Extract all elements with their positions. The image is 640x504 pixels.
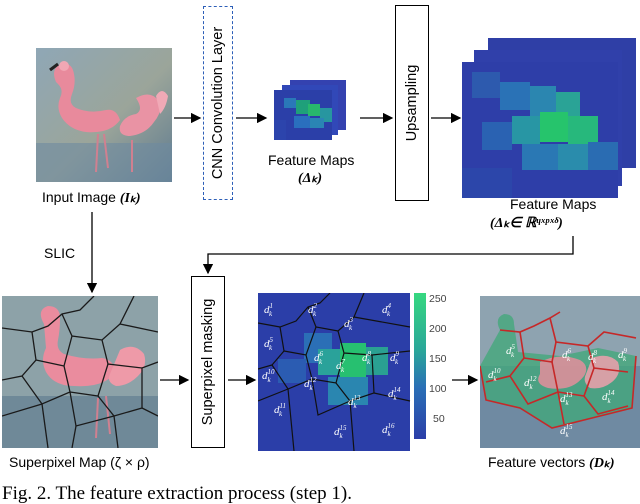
arrow-featuremaps-to-masking <box>202 236 574 275</box>
feature-maps-small <box>274 80 346 140</box>
input-image <box>36 48 172 182</box>
input-image-label: Input Image (Iₖ) <box>42 189 141 206</box>
superpixel-region-boundaries <box>258 293 411 452</box>
region-label-1: d1 k <box>264 302 273 318</box>
feature-maps-small-math: (Δₖ) <box>298 171 323 186</box>
colorbar-ticks: 250 200 150 100 50 <box>429 293 455 439</box>
feature-maps-large-math: (Δₖ∈ ℝᶣˣᵖˣᵟ) <box>490 216 563 231</box>
region-label-9: d9 k <box>390 350 400 366</box>
region-label-11: d11 k <box>274 402 286 418</box>
colorbar-tick-100: 100 <box>429 383 447 395</box>
region-label-3: d3 k <box>344 316 354 332</box>
superpixel-masking-box: Superpixel masking <box>191 276 225 448</box>
feature-vectors-label: Feature vectors (Dₖ) <box>488 454 615 471</box>
region-label-4: d4 k <box>382 302 392 318</box>
fv-label-8: d8 k <box>588 349 598 365</box>
feature-maps-small-label: Feature Maps <box>268 152 355 168</box>
region-label-5: d5 k <box>264 336 274 352</box>
colorbar <box>414 293 426 439</box>
superpixel-region-labels: d1 k d2 k d3 k d4 k d5 k d6 k d7 k d8 k d9 k d10 k… <box>262 302 401 440</box>
upsampling-box: Upsampling <box>395 5 429 201</box>
feature-map-grid-large <box>462 62 618 198</box>
feature-maps-large <box>462 38 636 198</box>
fv-label-6: d6 k <box>562 347 572 363</box>
colorbar-tick-50: 50 <box>433 413 445 425</box>
feature-maps-large-label: Feature Maps <box>510 196 597 212</box>
superpixel-map-label: Superpixel Map (ζ × ρ) <box>9 454 150 470</box>
fv-label-9: d9 k <box>618 347 628 363</box>
slic-label: SLIC <box>44 245 76 261</box>
superpixel-map <box>2 296 158 448</box>
figure-caption: Fig. 2. The feature extraction process (… <box>2 483 352 504</box>
fv-label-5: d5 k <box>506 343 516 359</box>
superpixel-boundaries <box>2 296 158 448</box>
region-label-8: d8 k <box>362 350 372 366</box>
colorbar-tick-150: 150 <box>429 353 447 365</box>
colorbar-tick-200: 200 <box>429 323 447 335</box>
cnn-convolution-layer-box: CNN Convolution Layer <box>203 6 233 200</box>
feature-vector-region-labels: d5 k d6 k d8 k d9 k d10 k d12 k d13 k d14 k d15 k <box>488 343 628 439</box>
feature-vector-region-boundaries <box>480 311 637 429</box>
feature-vectors-image: d5 k d6 k d8 k d9 k d10 k d12 k d13 k d14 k d15 k <box>480 296 640 448</box>
colorbar-tick-250: 250 <box>429 293 447 305</box>
region-label-6: d6 k <box>314 350 324 366</box>
feature-map-grid-small <box>274 90 332 140</box>
masked-feature-map: d1 k d2 k d3 k d4 k d5 k d6 k d7 k d8 k d9 k d10 k… <box>258 293 426 452</box>
region-label-2: d2 k <box>308 302 318 318</box>
region-label-7: d7 k <box>336 358 346 374</box>
